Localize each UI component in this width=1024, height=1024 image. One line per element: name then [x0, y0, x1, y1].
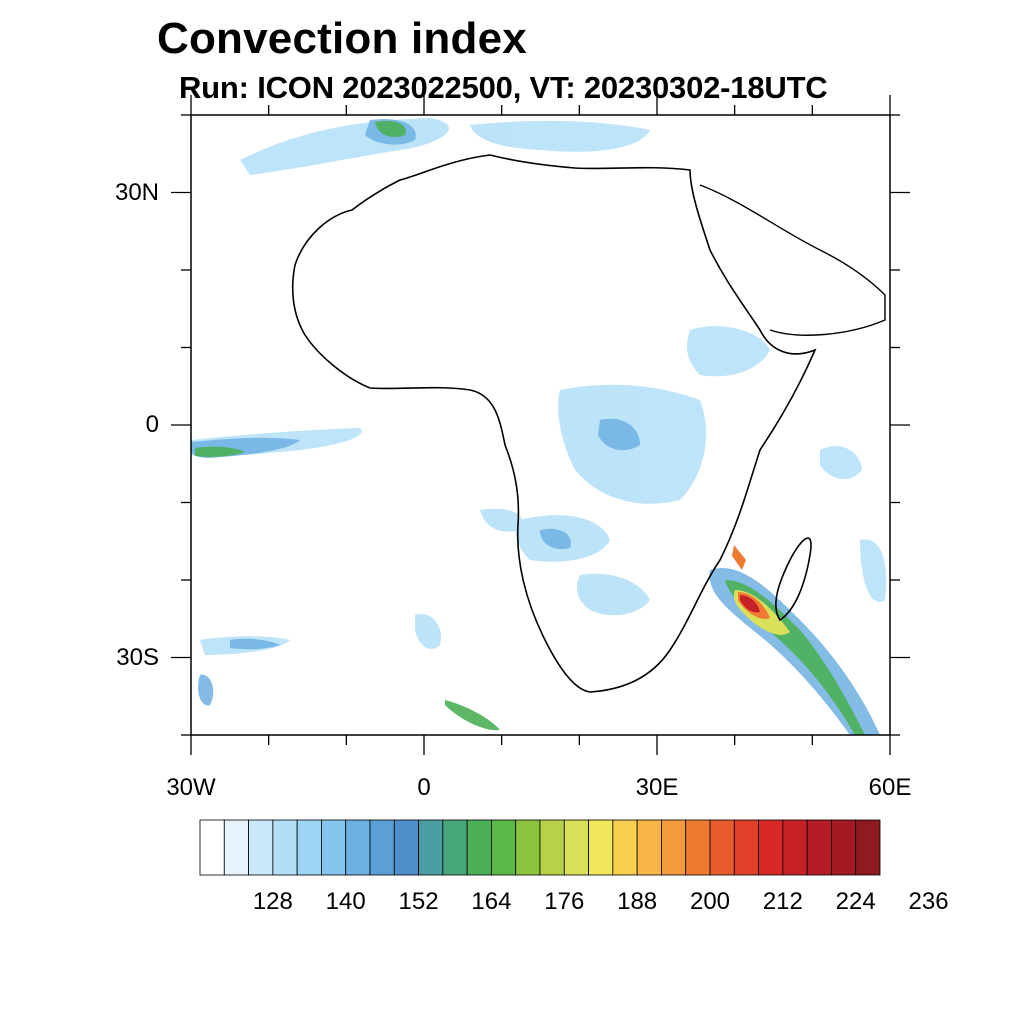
- colorbar-swatch: [199, 819, 225, 876]
- colorbar-swatch: [418, 819, 444, 876]
- colorbar-swatch: [442, 819, 468, 876]
- colorbar-label: 224: [835, 888, 876, 915]
- colorbar-label: 128: [252, 888, 293, 915]
- colorbar-swatch: [393, 819, 419, 876]
- colorbar-swatch: [661, 819, 687, 876]
- colorbar-swatch: [369, 819, 395, 876]
- colorbar-swatch: [296, 819, 322, 876]
- lat-tick-label: 30S: [116, 643, 159, 671]
- colorbar-swatch: [806, 819, 832, 876]
- colorbar-swatch: [345, 819, 371, 876]
- colorbar-label: 164: [471, 888, 512, 915]
- axis-ticks: [171, 95, 910, 755]
- colorbar-swatch: [563, 819, 589, 876]
- colorbar-swatch: [758, 819, 784, 876]
- colorbar-swatch: [831, 819, 857, 876]
- lon-tick-label: 30W: [166, 774, 216, 801]
- plot-subtitle: Run: ICON 2023022500, VT: 20230302-18UTC: [179, 70, 828, 105]
- madagascar-coastline: [775, 537, 812, 622]
- colorbar-swatch: [588, 819, 614, 876]
- lat-tick-label: 30N: [114, 178, 159, 206]
- lon-tick-label: 60E: [868, 774, 912, 801]
- colorbar-swatch: [491, 819, 517, 876]
- colorbar-swatch: [223, 819, 249, 876]
- colorbar-swatch: [248, 819, 274, 876]
- arabia-coastline: [699, 184, 886, 336]
- colorbar-label: 152: [398, 888, 439, 915]
- lon-tick-label: 0: [417, 774, 431, 801]
- colorbar-swatch: [515, 819, 541, 876]
- colorbar-label: 212: [762, 888, 803, 915]
- africa-coastline: [291, 154, 817, 693]
- convection-field: [191, 118, 887, 735]
- lat-tick-label: 0: [145, 411, 159, 438]
- colorbar-label: 188: [617, 888, 658, 915]
- colorbar-label: 200: [689, 888, 731, 915]
- colorbar-label: 140: [325, 888, 366, 915]
- colorbar-label: 236: [908, 888, 949, 915]
- colorbar-swatch: [636, 819, 662, 876]
- colorbar-swatch: [539, 819, 565, 876]
- colorbar-swatch: [855, 819, 881, 876]
- colorbar-swatch: [272, 819, 298, 876]
- colorbar-swatch: [612, 819, 638, 876]
- colorbar-swatch: [733, 819, 759, 876]
- colorbar-swatch: [321, 819, 347, 876]
- colorbar-swatch: [709, 819, 735, 876]
- colorbar-label: 176: [544, 888, 585, 915]
- colorbar-swatch: [782, 819, 808, 876]
- plot-title: Convection index: [157, 14, 527, 63]
- colorbar-swatch: [466, 819, 492, 876]
- lon-tick-label: 30E: [635, 774, 679, 801]
- colorbar: [199, 819, 881, 876]
- colorbar-swatch: [685, 819, 711, 876]
